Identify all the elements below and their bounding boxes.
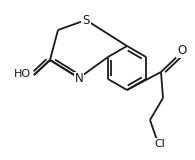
Text: HO: HO bbox=[13, 69, 31, 79]
Text: N: N bbox=[75, 72, 83, 85]
Text: S: S bbox=[82, 13, 90, 27]
Text: O: O bbox=[177, 44, 187, 57]
Text: Cl: Cl bbox=[155, 139, 165, 149]
